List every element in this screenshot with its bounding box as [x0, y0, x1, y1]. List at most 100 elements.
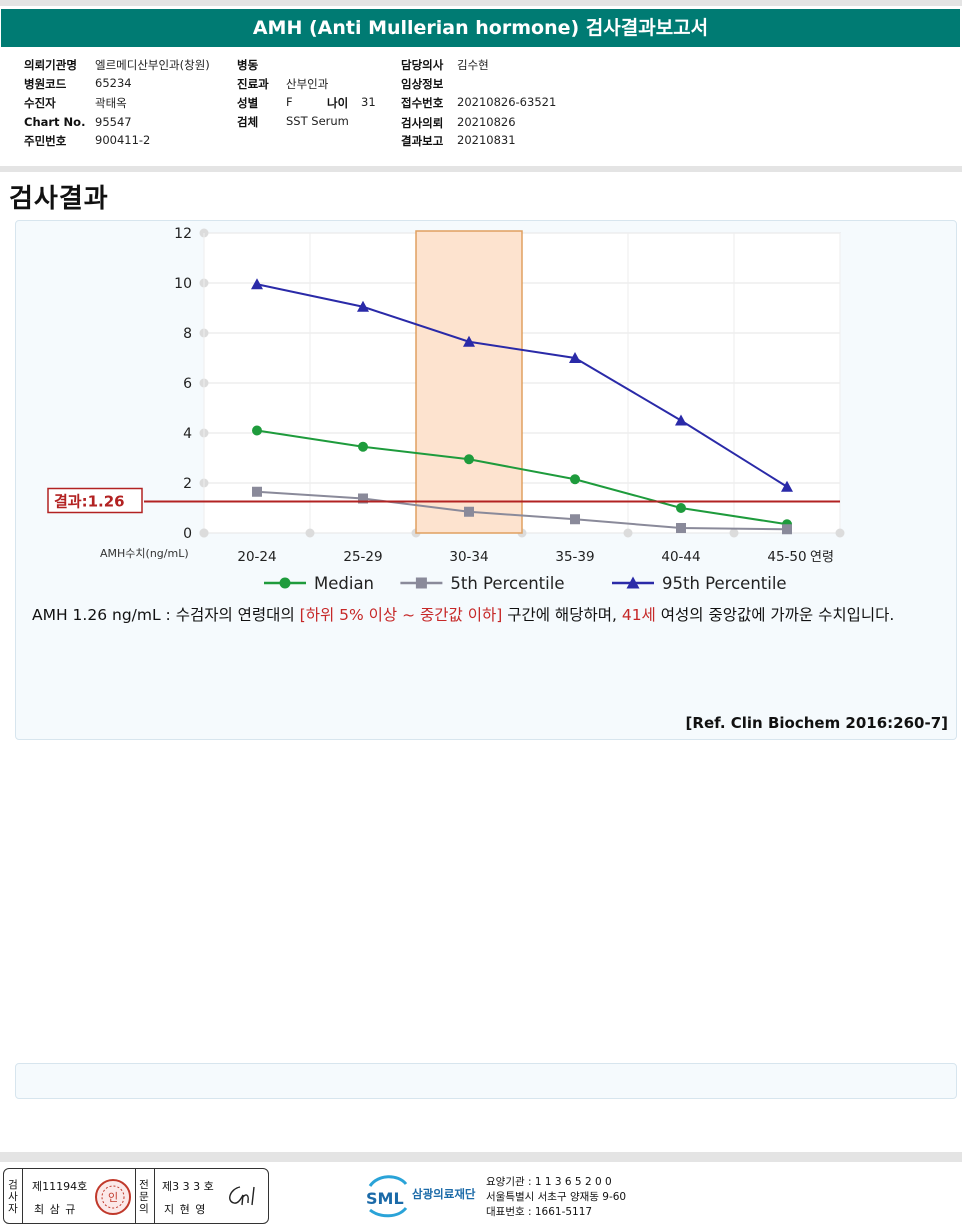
legend-swatch-marker — [279, 577, 291, 589]
org-code: 요양기관 : 1 1 3 6 5 2 0 0 — [486, 1176, 612, 1188]
interpretation-part: AMH 1.26 ng/mL : 수검자의 연령대의 — [32, 606, 300, 624]
data-point — [251, 278, 263, 290]
reviewer-name: 지 현 영 — [164, 1203, 207, 1216]
y-tick-label: 10 — [174, 276, 192, 292]
reference-citation: [Ref. Clin Biochem 2016:260-7] — [685, 714, 948, 732]
interpretation-range: [하위 5% 이상 ~ 중간값 이하] — [299, 606, 503, 624]
info-label: 검체 — [237, 115, 259, 129]
examiner-title: 검사자 — [8, 1179, 18, 1215]
age-value: 31 — [361, 95, 376, 109]
x-tick-dot — [305, 528, 315, 538]
info-value: F — [286, 95, 293, 109]
y-tick-label: 12 — [174, 226, 192, 242]
y-tick-label: 8 — [183, 326, 192, 342]
info-label: 성별 — [237, 96, 259, 110]
x-tick-dot — [199, 528, 209, 538]
x-tick-dot — [623, 528, 633, 538]
info-label: 의뢰기관명 — [24, 58, 77, 72]
info-value: 엘르메디산부인과(창원) — [95, 58, 210, 72]
data-point — [357, 300, 369, 312]
data-point — [676, 523, 686, 533]
info-label: 접수번호 — [401, 96, 444, 110]
org-phone: 대표번호 : 1661-5117 — [486, 1206, 593, 1218]
y-tick-label: 0 — [183, 526, 192, 542]
data-point — [358, 493, 368, 504]
org-name: 삼광의료재단 — [412, 1187, 476, 1201]
x-tick-dot — [729, 528, 739, 538]
info-value: 900411-2 — [95, 133, 151, 147]
org-logo: SML 삼광의료재단 — [364, 1172, 484, 1218]
y-tick-label: 4 — [183, 426, 192, 442]
info-label: 병동 — [237, 58, 259, 72]
info-value: 20210826 — [457, 115, 516, 129]
seal-text: 인 — [108, 1191, 118, 1204]
data-point — [463, 335, 475, 347]
x-tick-label: 35-39 — [555, 549, 594, 565]
x-axis-label: 연령 — [810, 550, 834, 565]
legend-label: 5th Percentile — [450, 574, 564, 593]
info-value: 20210826-63521 — [457, 95, 557, 109]
data-point — [252, 486, 262, 497]
reviewer-number: 제3 3 3 호 — [162, 1180, 214, 1193]
chart-legend: Median 5th Percentile 95th Percentile — [264, 574, 787, 593]
info-label: 진료과 — [237, 77, 269, 91]
info-value: 65234 — [95, 76, 132, 90]
y-tick-label: 6 — [183, 376, 192, 392]
seal-icon: 인 — [95, 1179, 131, 1215]
legend-label: Median — [314, 574, 374, 593]
result-label: 결과:1.26 — [54, 493, 125, 511]
interpretation-text: AMH 1.26 ng/mL : 수검자의 연령대의 [하위 5% 이상 ~ 중… — [32, 603, 942, 628]
x-tick-label: 40-44 — [661, 549, 700, 565]
legend-label: 95th Percentile — [662, 574, 787, 593]
section-divider — [0, 166, 962, 172]
chart-series — [251, 278, 793, 535]
series-line — [256, 429, 788, 526]
data-point — [781, 480, 793, 492]
data-point — [464, 454, 474, 465]
x-tick-labels: 20-24 25-29 30-34 35-39 40-44 45-50 — [237, 549, 806, 565]
footer-divider — [0, 1152, 962, 1162]
info-value: 김수현 — [457, 58, 489, 72]
top-border — [0, 0, 962, 6]
info-label: Chart No. — [24, 115, 86, 129]
examiner-number: 제11194호 — [32, 1180, 88, 1193]
info-label: 임상정보 — [401, 77, 444, 91]
signature-icon — [229, 1186, 255, 1206]
x-tick-label: 25-29 — [343, 549, 382, 565]
interpretation-part: 구간에 해당하며, — [502, 606, 622, 624]
x-tick-dot — [835, 528, 845, 538]
info-label: 담당의사 — [401, 58, 444, 72]
data-point — [570, 514, 580, 525]
info-label: 주민번호 — [24, 134, 67, 148]
y-tick-labels: 0 2 4 6 8 10 12 — [174, 226, 192, 542]
info-label: 병원코드 — [24, 77, 67, 91]
y-axis-label: AMH수치(ng/mL) — [100, 547, 189, 560]
info-value: 곽태옥 — [95, 96, 127, 110]
examiner-name: 최 삼 규 — [34, 1203, 77, 1216]
info-value: 산부인과 — [286, 77, 329, 91]
age-label: 나이 — [327, 96, 349, 110]
data-point — [675, 414, 687, 426]
highlight-age-band — [415, 230, 523, 534]
patient-info-block: 의뢰기관명 엘르메디산부인과(창원) 병원코드 65234 수진자 곽태옥 Ch… — [0, 50, 962, 164]
data-point — [782, 524, 792, 535]
empty-comment-box — [15, 1063, 957, 1099]
info-label: 수진자 — [24, 96, 56, 110]
logo-text: SML — [366, 1189, 404, 1208]
reviewer-title: 전문의 — [139, 1179, 149, 1215]
section-title: 검사결과 — [9, 184, 109, 214]
x-tick-label: 30-34 — [449, 549, 488, 565]
result-label-box — [47, 487, 143, 514]
y-tick-label: 2 — [183, 476, 192, 492]
sml-logo-icon: SML — [366, 1175, 408, 1218]
series-line — [256, 490, 788, 531]
legend-swatch-marker — [626, 576, 640, 589]
info-label: 결과보고 — [401, 134, 444, 148]
interpretation-part: 여성의 중앙값에 가까운 수치입니다. — [655, 606, 895, 624]
data-point — [464, 506, 474, 517]
data-point — [569, 352, 581, 363]
org-address: 서울특별시 서초구 양재동 9-60 — [486, 1191, 627, 1203]
signature-box: 검사자 제11194호 최 삼 규 인 전문의 제3 3 3 호 지 현 영 — [3, 1168, 269, 1224]
info-label: 검사의뢰 — [401, 116, 444, 130]
data-point — [358, 441, 368, 452]
